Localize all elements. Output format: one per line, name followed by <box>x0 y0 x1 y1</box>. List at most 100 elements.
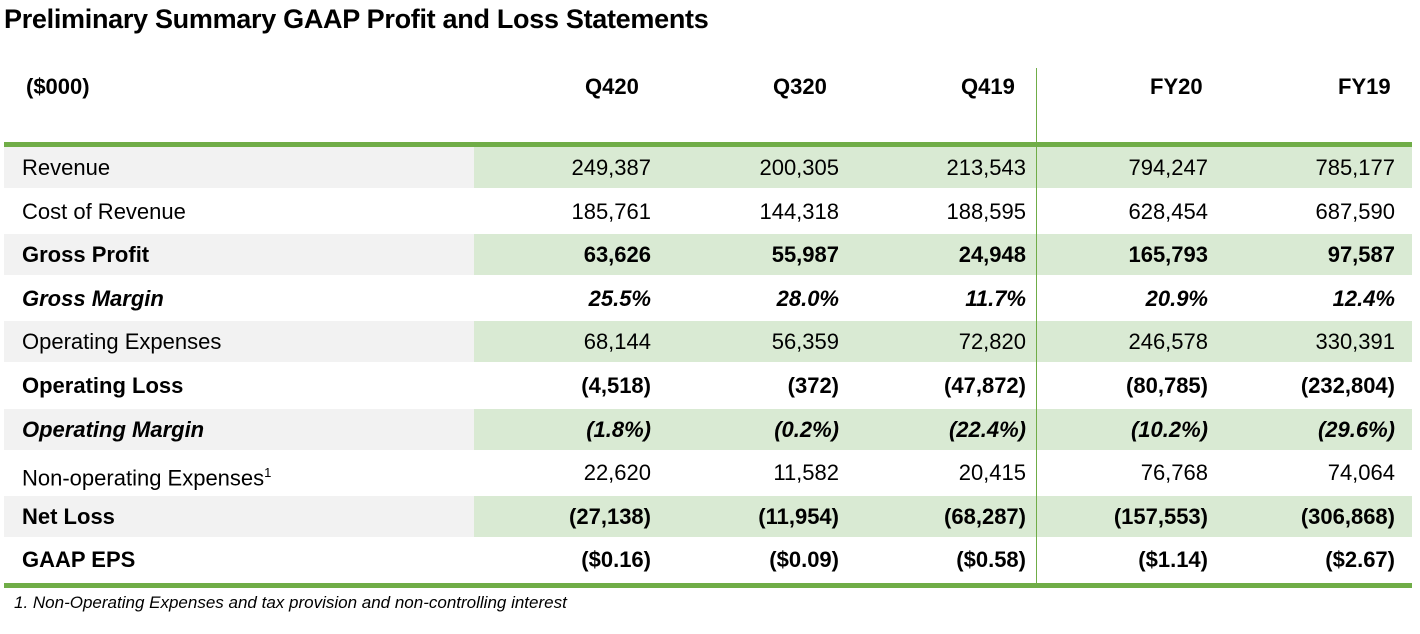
cell-fy19: 330,391 <box>1315 329 1395 355</box>
table-row: Revenue 249,387 200,305 213,543 794,247 785,1… <box>4 147 1412 188</box>
cell-fy20: 794,247 <box>1128 155 1208 180</box>
footer-divider <box>4 582 1412 588</box>
header-divider <box>4 142 1412 147</box>
row-label: GAAP EPS <box>4 539 474 580</box>
cell-q320: (0.2%) <box>774 416 839 442</box>
row-highlight <box>474 321 1412 363</box>
cell-fy20: (80,785) <box>1126 372 1208 398</box>
cell-q419: 188,595 <box>946 198 1026 224</box>
cell-q320: 11,582 <box>773 460 839 486</box>
column-header-q420: Q420 <box>585 74 639 99</box>
cell-q320: 144,318 <box>759 198 839 224</box>
column-header-fy20: FY20 <box>1150 74 1203 99</box>
cell-q420: (1.8%) <box>586 416 651 442</box>
table-row: Non-operating Expenses1 22,620 11,582 20,41… <box>4 452 1412 493</box>
cell-fy19: (306,868) <box>1300 503 1395 529</box>
row-label: Gross Profit <box>4 234 474 276</box>
cell-q420: (27,138) <box>569 503 651 529</box>
column-header-q320: Q320 <box>773 74 827 99</box>
table-row: Operating Margin (1.8%) (0.2%) (22.4%) (10.2… <box>4 408 1412 450</box>
cell-fy20: (10.2%) <box>1130 416 1208 442</box>
cell-q420: 249,387 <box>571 155 651 180</box>
row-label-text: Gross Margin <box>22 285 164 311</box>
table-row: Operating Expenses 68,144 56,359 72,820 246,… <box>4 321 1412 363</box>
annual-column-divider <box>1036 68 1037 583</box>
table-row: Cost of Revenue 185,761 144,318 188,595 628,… <box>4 191 1412 232</box>
table-header: ($000) Q420 Q320 Q419 FY20 FY19 <box>4 64 1412 142</box>
cell-fy19: 97,587 <box>1327 242 1395 268</box>
row-label: Gross Margin <box>4 278 474 319</box>
table-row: Net Loss (27,138) (11,954) (68,287) (157,553… <box>4 495 1412 537</box>
cell-fy20: 20.9% <box>1145 285 1208 311</box>
row-label: Operating Expenses <box>4 321 474 363</box>
cell-q320: (11,954) <box>758 503 839 529</box>
cell-q420: ($0.16) <box>581 547 651 573</box>
cell-q419: 72,820 <box>958 329 1026 355</box>
cell-q420: (4,518) <box>581 372 651 398</box>
cell-fy20: ($1.14) <box>1138 547 1208 573</box>
cell-q320: 200,305 <box>759 155 839 180</box>
row-highlight <box>474 147 1412 188</box>
pl-statement-table: ($000) Q420 Q320 Q419 FY20 FY19 Revenue 2… <box>4 64 1412 588</box>
row-highlight <box>474 234 1412 276</box>
row-label-text: Cost of Revenue <box>22 198 186 224</box>
cell-fy19: (29.6%) <box>1317 416 1395 442</box>
page-title: Preliminary Summary GAAP Profit and Loss… <box>4 4 709 34</box>
table-row: GAAP EPS ($0.16) ($0.09) ($0.58) ($1.14) ($2.… <box>4 539 1412 580</box>
cell-q320: ($0.09) <box>769 547 839 573</box>
table-row: Gross Margin 25.5% 28.0% 11.7% 20.9% 12.4% <box>4 278 1412 319</box>
cell-q420: 68,144 <box>583 329 651 355</box>
cell-q419: 11.7% <box>965 285 1026 311</box>
cell-q420: 22,620 <box>583 460 651 486</box>
table-row: Gross Profit 63,626 55,987 24,948 165,793 97,… <box>4 234 1412 276</box>
row-label: Non-operating Expenses1 <box>4 452 474 493</box>
cell-q320: 28.0% <box>776 285 839 311</box>
column-header-fy19: FY19 <box>1338 74 1391 99</box>
cell-q419: (47,872) <box>944 372 1026 398</box>
cell-fy20: 628,454 <box>1128 198 1208 224</box>
row-label-text: Non-operating Expenses <box>22 465 265 491</box>
cell-q419: 213,543 <box>946 155 1026 180</box>
row-label: Revenue <box>4 147 474 188</box>
table-row: Operating Loss (4,518) (372) (47,872) (80,78… <box>4 365 1412 406</box>
row-label: Operating Loss <box>4 365 474 406</box>
cell-fy19: ($2.67) <box>1325 547 1395 573</box>
footnote: 1. Non-Operating Expenses and tax provis… <box>14 593 567 612</box>
row-label-text: Revenue <box>22 155 111 180</box>
row-highlight <box>474 408 1412 450</box>
row-label-text: Operating Expenses <box>22 329 222 355</box>
footnote-marker: 1 <box>264 465 272 481</box>
unit-label: ($000) <box>26 74 90 99</box>
cell-q420: 63,626 <box>583 242 651 268</box>
cell-q420: 185,761 <box>571 198 651 224</box>
row-label-text: Gross Profit <box>22 242 150 268</box>
row-label: Cost of Revenue <box>4 191 474 232</box>
table-body: Revenue 249,387 200,305 213,543 794,247 785,1… <box>4 147 1412 580</box>
row-label-text: Operating Margin <box>22 416 205 442</box>
column-header-q419: Q419 <box>961 74 1015 99</box>
cell-q320: 56,359 <box>771 329 839 355</box>
cell-fy19: 74,064 <box>1327 460 1395 486</box>
cell-fy19: 687,590 <box>1315 198 1395 224</box>
cell-q320: (372) <box>787 372 839 398</box>
cell-fy19: (232,804) <box>1300 372 1395 398</box>
cell-q419: (68,287) <box>944 503 1026 529</box>
cell-q320: 55,987 <box>771 242 839 268</box>
cell-q419: ($0.58) <box>956 547 1026 573</box>
cell-fy20: 76,768 <box>1140 460 1208 486</box>
row-label-text: Net Loss <box>22 503 115 529</box>
row-highlight <box>474 495 1412 537</box>
cell-fy20: (157,553) <box>1113 503 1208 529</box>
row-label: Operating Margin <box>4 408 474 450</box>
cell-fy20: 165,793 <box>1128 242 1208 268</box>
row-label-text: GAAP EPS <box>22 547 136 573</box>
cell-fy20: 246,578 <box>1128 329 1208 355</box>
cell-q419: (22.4%) <box>948 416 1026 442</box>
cell-q420: 25.5% <box>588 285 651 311</box>
row-label: Net Loss <box>4 495 474 537</box>
cell-q419: 20,415 <box>958 460 1026 486</box>
cell-fy19: 12.4% <box>1332 285 1395 311</box>
cell-fy19: 785,177 <box>1315 155 1395 180</box>
cell-q419: 24,948 <box>958 242 1026 268</box>
row-label-text: Operating Loss <box>22 372 184 398</box>
